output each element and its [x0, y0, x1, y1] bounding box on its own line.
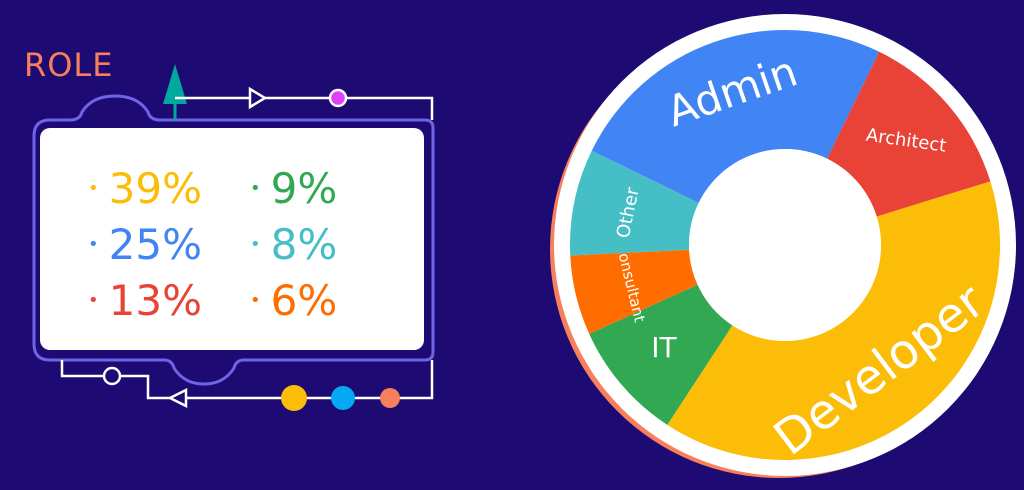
slice-it — [589, 284, 733, 425]
top-right-arrow — [248, 86, 268, 110]
percent-legend-card: • 39% • 25% • 13% • 9% • 8% • 6% — [40, 128, 424, 350]
legend-bullet-icon: • — [88, 178, 99, 199]
legend-item-it: • 9% — [250, 168, 337, 210]
yellow-dot — [281, 385, 307, 411]
legend-bullet-icon: • — [88, 290, 99, 311]
legend-item-consultant: • 6% — [250, 280, 337, 322]
legend-percent: 8% — [270, 220, 338, 269]
role-title: ROLE — [24, 46, 114, 84]
coral-dot — [380, 388, 400, 408]
legend-percent: 25% — [108, 220, 202, 269]
circuit-frame-decoration — [32, 64, 435, 411]
slice-architect — [827, 51, 991, 217]
legend-percent: 9% — [270, 164, 338, 213]
legend-item-developer: • 39% — [88, 168, 202, 210]
teal-arrow-head — [163, 64, 187, 104]
legend-percent: 6% — [270, 276, 338, 325]
slice-label-it: IT — [651, 331, 677, 364]
blue-dot — [331, 386, 355, 410]
slice-admin — [591, 30, 880, 203]
legend-bullet-icon: • — [88, 234, 99, 255]
donut-hole — [689, 149, 881, 341]
legend-item-admin: • 25% — [88, 224, 202, 266]
slice-other — [570, 150, 699, 256]
legend-item-other: • 8% — [250, 224, 337, 266]
legend-percent: 13% — [108, 276, 202, 325]
magenta-node — [328, 88, 348, 108]
slice-developer — [667, 181, 1001, 461]
top-white-line — [175, 96, 434, 120]
legend-bullet-icon: • — [250, 234, 261, 255]
legend-item-architect: • 13% — [88, 280, 202, 322]
frame-outline — [32, 94, 435, 386]
bottom-white-line — [60, 360, 434, 400]
hollow-node — [102, 366, 122, 386]
legend-percent: 39% — [108, 164, 202, 213]
bottom-left-arrow — [167, 387, 188, 409]
legend-bullet-icon: • — [250, 290, 261, 311]
slice-consultant — [570, 249, 698, 334]
legend-bullet-icon: • — [250, 178, 261, 199]
